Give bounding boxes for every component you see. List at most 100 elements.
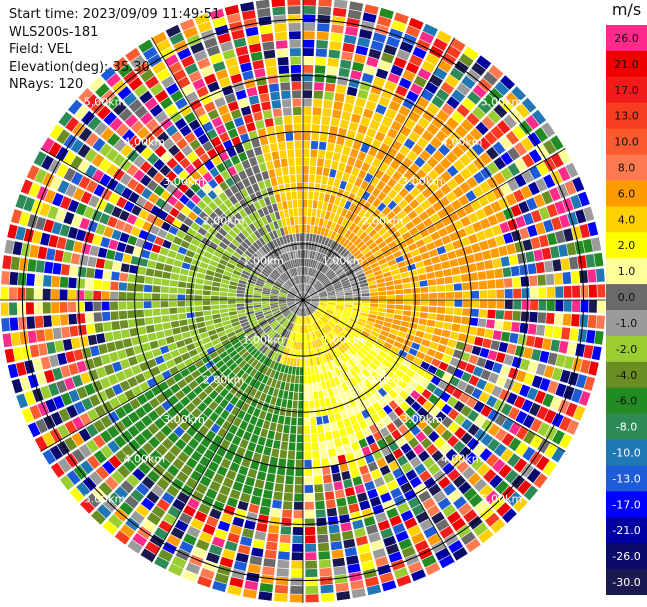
range-gate — [292, 98, 302, 107]
range-gate — [470, 199, 482, 211]
range-gate — [191, 354, 201, 363]
range-gate — [520, 185, 533, 199]
range-gate — [239, 420, 249, 431]
range-gate — [314, 217, 320, 226]
range-gate — [325, 311, 333, 317]
range-gate — [115, 449, 128, 463]
range-gate — [312, 200, 318, 209]
range-gate — [312, 332, 316, 340]
range-gate — [408, 243, 418, 252]
range-gate — [366, 183, 375, 194]
range-gate — [309, 233, 313, 242]
range-gate — [486, 146, 499, 160]
range-gate — [268, 134, 277, 144]
range-gate — [403, 169, 415, 181]
range-gate — [77, 324, 87, 336]
range-gate — [293, 501, 303, 510]
range-gate — [170, 243, 180, 252]
instrument-name: WLS200s-181 — [9, 24, 99, 40]
range-gate — [119, 501, 134, 516]
range-gate — [308, 324, 312, 333]
range-gate — [311, 442, 319, 451]
range-gate — [233, 341, 242, 350]
range-gate — [135, 196, 147, 208]
range-gate — [305, 543, 317, 552]
range-gate — [120, 524, 135, 538]
range-gate — [273, 405, 281, 415]
range-gate — [437, 497, 452, 511]
range-gate — [458, 194, 470, 206]
range-gate — [253, 295, 262, 298]
range-gate — [303, 64, 314, 73]
range-gate — [310, 302, 319, 306]
range-gate — [326, 220, 333, 229]
range-gate — [428, 169, 440, 181]
range-gate — [293, 341, 297, 350]
range-gate — [350, 70, 362, 80]
range-gate — [259, 136, 269, 146]
range-gate — [384, 317, 393, 323]
range-gate — [239, 318, 248, 324]
range-gate — [259, 506, 271, 516]
range-gate — [161, 438, 174, 450]
range-gate — [398, 199, 408, 209]
range-gate — [254, 68, 266, 78]
range-gate — [195, 278, 204, 285]
range-gate — [70, 253, 81, 265]
range-gate — [471, 387, 483, 400]
range-gate — [161, 491, 175, 505]
range-gate — [267, 74, 279, 84]
range-gate — [217, 32, 231, 44]
range-gate — [352, 225, 361, 235]
range-gate — [515, 370, 527, 383]
range-gate — [310, 140, 319, 150]
range-gate — [221, 254, 230, 262]
range-gate — [437, 344, 447, 353]
range-gate — [312, 107, 322, 116]
range-gate — [160, 425, 173, 437]
range-gate — [361, 330, 370, 337]
range-gate — [227, 296, 236, 300]
range-gate — [249, 368, 258, 378]
range-gate — [239, 536, 253, 547]
range-gate — [240, 241, 249, 250]
range-gate — [253, 350, 261, 359]
range-gate — [280, 526, 292, 535]
range-gate — [386, 507, 399, 519]
range-gate — [291, 277, 296, 285]
range-gate — [412, 357, 423, 366]
range-gate — [321, 381, 327, 390]
range-gate — [87, 334, 98, 346]
range-gate — [277, 372, 284, 381]
range-gate — [313, 312, 320, 319]
range-gate — [132, 247, 143, 257]
range-gate — [357, 169, 367, 180]
range-gate — [73, 349, 84, 361]
range-gate — [304, 459, 312, 468]
range-gate — [106, 178, 119, 191]
range-gate — [378, 398, 388, 408]
range-gate — [308, 392, 314, 401]
range-gate — [345, 94, 356, 105]
range-gate — [181, 484, 194, 497]
range-gate — [118, 63, 133, 78]
range-gate — [344, 164, 353, 174]
range-gate — [69, 325, 79, 337]
colorbar-swatch — [606, 517, 647, 544]
range-gate — [242, 70, 254, 81]
range-gate — [472, 366, 484, 377]
range-gate — [177, 294, 186, 300]
range-gate — [367, 375, 376, 384]
range-gate — [377, 520, 391, 531]
range-gate — [282, 253, 288, 262]
range-gate — [297, 426, 303, 435]
range-gate — [317, 226, 322, 235]
range-gate — [472, 221, 483, 233]
range-gate — [290, 56, 301, 65]
range-gate — [287, 251, 292, 260]
range-gate — [283, 320, 290, 328]
range-gate — [221, 279, 230, 285]
range-gate — [232, 226, 241, 235]
range-gate — [304, 325, 307, 333]
range-gate — [291, 560, 303, 569]
